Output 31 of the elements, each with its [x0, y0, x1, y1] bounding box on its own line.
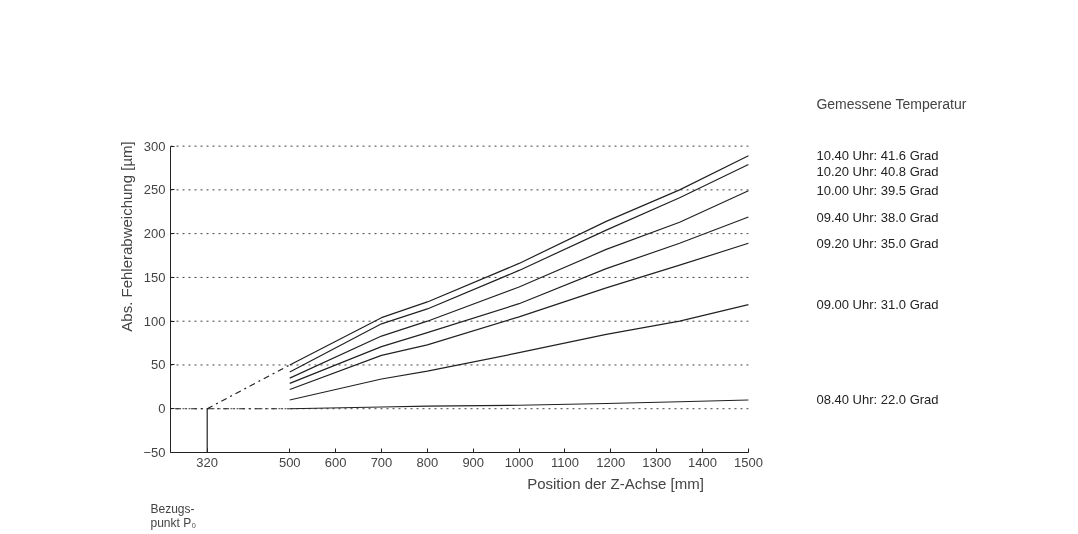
x-tick-label: 1500 — [733, 454, 763, 470]
text: Bezugs- punkt P₀ — [150, 501, 197, 530]
x-tick-label: 1200 — [596, 454, 626, 470]
x-tick-label: 1100 — [550, 454, 579, 470]
x-tick-label: 500 — [278, 454, 301, 470]
y-tick-label: 300 — [143, 138, 166, 154]
y-tick-label: 200 — [143, 226, 166, 242]
x-tick-label: 1300 — [642, 454, 672, 470]
x-tick-label: 320 — [196, 454, 219, 470]
x-tick-label: 700 — [370, 454, 393, 470]
y-tick-label: 150 — [143, 269, 166, 285]
x-tick-label: 600 — [324, 454, 347, 470]
x-tick-label: 1000 — [504, 454, 534, 470]
y-tick-label: 250 — [143, 182, 166, 198]
y-tick-label: 100 — [143, 313, 166, 329]
text: 09.20 Uhr: 35.0 Grad — [816, 235, 939, 251]
text: 10.20 Uhr: 40.8 Grad — [816, 163, 939, 179]
x-tick-label: 1400 — [688, 454, 718, 470]
text: 09.00 Uhr: 31.0 Grad — [816, 297, 939, 313]
y-tick-label: 50 — [151, 357, 166, 373]
y-tick-label: 0 — [158, 401, 166, 417]
text: 10.40 Uhr: 41.6 Grad — [816, 148, 939, 164]
text: 10.00 Uhr: 39.5 Grad — [816, 183, 939, 199]
y-tick-label: −50 — [143, 445, 166, 460]
x-axis-title: Position der Z-Achse [mm] — [527, 474, 704, 492]
x-tick-label: 800 — [416, 454, 439, 470]
text: 09.40 Uhr: 38.0 Grad — [816, 209, 939, 225]
legend-title: Gemessene Temperatur — [816, 96, 967, 113]
y-axis-title: Abs. Fehlerabweichung [µm] — [118, 141, 136, 332]
text: 08.40 Uhr: 22.0 Grad — [816, 392, 939, 408]
x-tick-label: 900 — [462, 454, 485, 470]
